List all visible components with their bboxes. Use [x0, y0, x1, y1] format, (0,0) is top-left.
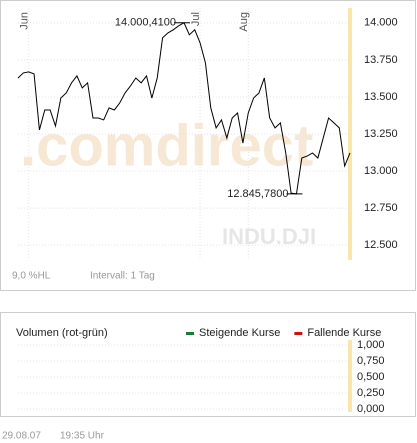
note: 9,0 %HL — [12, 271, 51, 282]
y-tick-label: 13.500 — [364, 91, 398, 103]
y-tick-label: 12.750 — [364, 202, 398, 214]
x-tick-label: Aug — [238, 12, 250, 32]
data-label: 12.845,7800 — [227, 188, 288, 200]
y-tick-label: 0,500 — [357, 371, 385, 383]
y-tick-label: 12.500 — [364, 239, 398, 251]
legend-swatch — [186, 332, 194, 335]
y-tick-label: 1,000 — [357, 339, 385, 351]
watermark: .comdirect — [20, 113, 313, 178]
axis-band — [348, 340, 352, 412]
x-tick-label: Jun — [19, 12, 31, 30]
volume-title: Volumen (rot-grün) — [16, 327, 108, 339]
volume-panel — [0, 312, 416, 417]
y-tick-label: 0,750 — [357, 355, 385, 367]
note: Intervall: 1 Tag — [90, 271, 155, 282]
x-tick-label: Jul — [190, 12, 202, 26]
y-tick-label: 13.000 — [364, 165, 398, 177]
axis-band — [348, 8, 352, 260]
legend-swatch — [294, 332, 303, 335]
y-tick-label: 0,000 — [357, 403, 385, 415]
data-label: 14.000,4100 — [115, 17, 176, 29]
y-tick-label: 14.000 — [364, 17, 398, 29]
symbol-watermark: INDU.DJI — [222, 224, 316, 249]
legend-label: Fallende Kurse — [307, 327, 381, 339]
footer-time: 19:35 Uhr — [60, 431, 105, 442]
y-tick-label: 13.250 — [364, 128, 398, 140]
legend-label: Steigende Kurse — [199, 327, 280, 339]
y-tick-label: 0,250 — [357, 387, 385, 399]
footer-date: 29.08.07 — [2, 431, 41, 442]
price-panel — [0, 0, 416, 291]
y-tick-label: 13.750 — [364, 54, 398, 66]
